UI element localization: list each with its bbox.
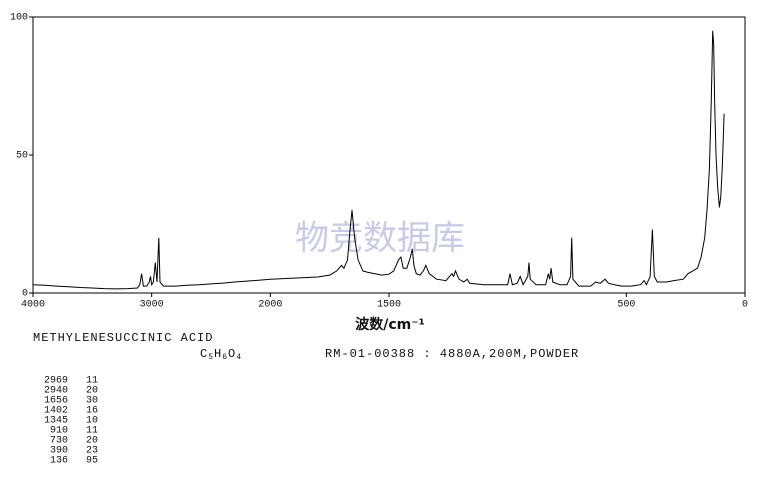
peak-intensity: 30 — [86, 396, 98, 407]
peak-wavenumber: 730 — [50, 436, 68, 447]
y-tick-label: 100 — [10, 13, 28, 24]
peak-intensity: 20 — [86, 386, 98, 397]
x-tick-label: 3000 — [140, 300, 164, 311]
peak-wavenumber: 390 — [50, 446, 68, 457]
peak-intensity: 10 — [86, 416, 98, 427]
spectrum-line — [32, 30, 725, 290]
x-tick-label: 0 — [742, 300, 748, 311]
peak-intensity: 95 — [86, 456, 98, 467]
peak-wavenumber: 1656 — [44, 396, 68, 407]
watermark: 物竞数据库 — [295, 219, 465, 259]
peak-wavenumber: 910 — [50, 426, 68, 437]
peak-wavenumber: 1345 — [44, 416, 68, 427]
x-tick-label: 500 — [617, 300, 635, 311]
formula: C5H6O4 — [200, 347, 242, 362]
peak-intensity: 23 — [86, 446, 98, 457]
peak-intensity: 16 — [86, 406, 98, 417]
peak-intensity: 20 — [86, 436, 98, 447]
peak-wavenumber: 1402 — [44, 406, 68, 417]
x-tick-label: 1500 — [377, 300, 401, 311]
y-tick-label: 0 — [22, 289, 28, 300]
y-tick-label: 50 — [16, 151, 28, 162]
sample-code: RM-01-00388 : 4880A,200M,POWDER — [325, 347, 579, 361]
x-tick-label: 2000 — [258, 300, 282, 311]
x-axis-label: 波数/cm⁻¹ — [355, 316, 425, 333]
peak-wavenumber: 2969 — [44, 376, 68, 387]
peak-intensity: 11 — [86, 376, 98, 387]
peak-intensity: 11 — [86, 426, 98, 437]
compound-name: METHYLENESUCCINIC ACID — [33, 331, 213, 345]
x-tick-label: 4000 — [21, 300, 45, 311]
peak-wavenumber: 2940 — [44, 386, 68, 397]
peak-wavenumber: 136 — [50, 456, 68, 467]
